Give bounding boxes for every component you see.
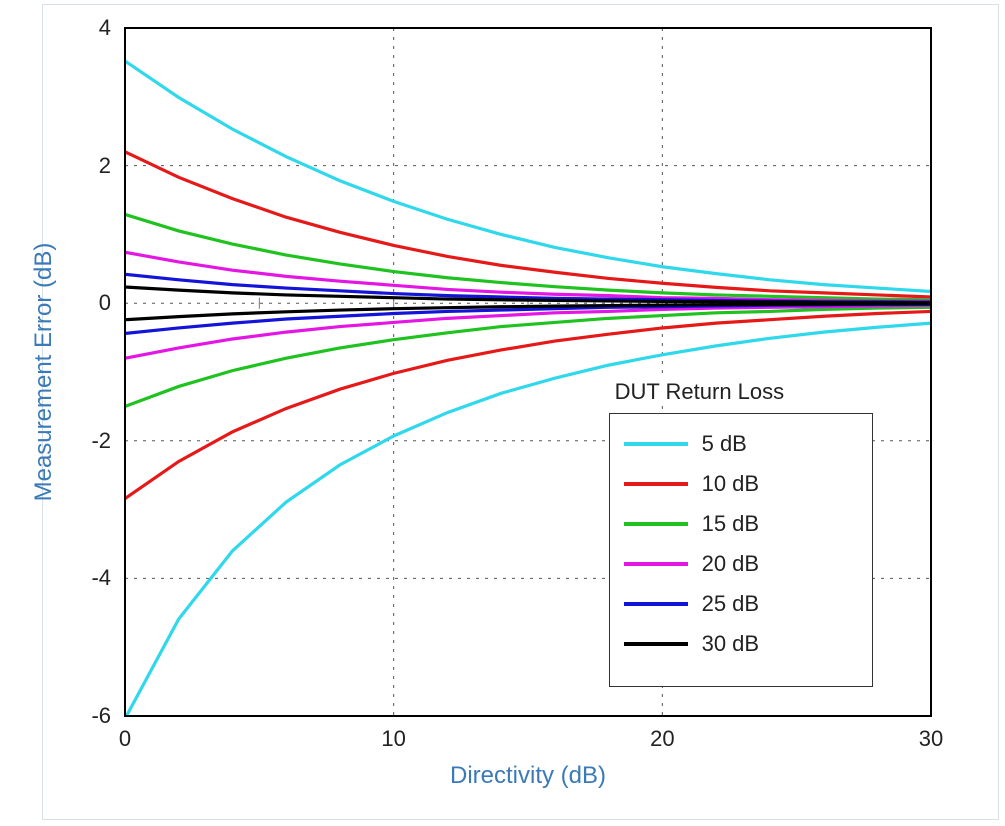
legend-swatch xyxy=(624,642,688,646)
legend-label: 5 dB xyxy=(702,431,747,457)
x-tick-label: 30 xyxy=(919,726,943,752)
y-tick-label: -4 xyxy=(91,565,111,591)
legend: 5 dB 10 dB 15 dB 20 dB 25 dB 30 dB xyxy=(609,413,873,687)
legend-item: 10 dB xyxy=(624,464,858,504)
legend-label: 10 dB xyxy=(702,471,760,497)
legend-swatch xyxy=(624,602,688,606)
x-tick-label: 20 xyxy=(650,726,674,752)
y-tick-label: 0 xyxy=(99,290,111,316)
legend-label: 15 dB xyxy=(702,511,760,537)
legend-item: 15 dB xyxy=(624,504,858,544)
legend-swatch xyxy=(624,562,688,566)
legend-item: 30 dB xyxy=(624,624,858,664)
legend-item: 5 dB xyxy=(624,424,858,464)
x-tick-label: 10 xyxy=(381,726,405,752)
x-axis-label: Directivity (dB) xyxy=(450,762,606,790)
legend-swatch xyxy=(624,522,688,526)
legend-swatch xyxy=(624,442,688,446)
y-tick-label: 2 xyxy=(99,153,111,179)
legend-label: 30 dB xyxy=(702,631,760,657)
y-axis-label: Measurement Error (dB) xyxy=(30,243,58,502)
x-tick-label: 0 xyxy=(119,726,131,752)
legend-title: DUT Return Loss xyxy=(615,379,785,405)
legend-swatch xyxy=(624,482,688,486)
legend-label: 25 dB xyxy=(702,591,760,617)
y-tick-label: 4 xyxy=(99,15,111,41)
legend-item: 25 dB xyxy=(624,584,858,624)
y-tick-label: -2 xyxy=(91,428,111,454)
legend-label: 20 dB xyxy=(702,551,760,577)
y-tick-label: -6 xyxy=(91,703,111,729)
legend-item: 20 dB xyxy=(624,544,858,584)
